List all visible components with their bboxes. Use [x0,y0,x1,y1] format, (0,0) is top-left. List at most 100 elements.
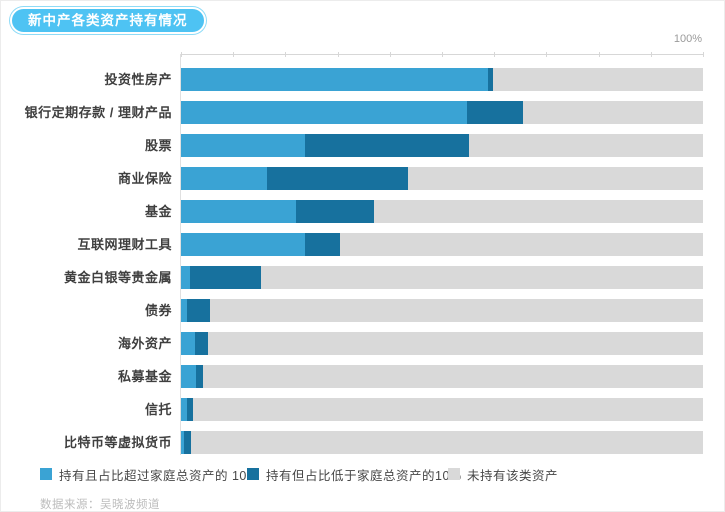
bar-segment-held-under-10pct [195,332,209,355]
bar-segment-held-over-10pct [181,200,296,223]
legend-label: 未持有该类资产 [467,468,559,483]
legend-swatch-icon [448,468,460,480]
bar-segment-not-held [469,134,703,157]
axis-tick [650,52,652,57]
bar-segment-held-under-10pct [305,134,470,157]
bar-segment-held-over-10pct [181,68,488,91]
bar-segment-held-over-10pct [181,167,267,190]
bar-segment-held-over-10pct [181,431,185,454]
stacked-bar [181,365,703,388]
legend-label: 持有且占比超过家庭总资产的 10% [59,468,259,483]
category-label: 基金 [144,204,172,219]
category-label: 债券 [144,303,172,318]
bar-segment-held-under-10pct [184,431,192,454]
bar-segment-held-over-10pct [181,134,306,157]
stacked-bar [181,431,703,454]
y-axis [180,54,181,455]
chart-row: 海外资产 [0,332,725,355]
bar-segment-held-over-10pct [181,266,190,289]
bar-segment-not-held [373,200,703,223]
category-label: 投资性房产 [104,72,172,87]
axis-tick [703,52,704,57]
stacked-bar [181,299,703,322]
legend-swatch-icon [40,468,52,480]
bar-segment-held-over-10pct [181,299,187,322]
bar-segment-not-held [192,398,703,421]
legend-item-held-under-10pct: 持有但占比低于家庭总资产的10% [247,466,462,483]
bar-segment-held-under-10pct [487,68,494,91]
chart-row: 黄金白银等贵金属 [0,266,725,289]
bar-segment-held-under-10pct [295,200,374,223]
axis-tick [337,52,339,57]
bar-segment-not-held [203,365,703,388]
stacked-bar [181,332,703,355]
axis-tick [546,52,548,57]
category-label: 黄金白银等贵金属 [63,270,172,285]
bar-segment-held-over-10pct [181,365,197,388]
axis-tick [598,52,600,57]
bar-segment-held-under-10pct [266,167,408,190]
category-label: 信托 [144,402,172,417]
legend-label: 持有但占比低于家庭总资产的10% [266,468,462,483]
data-source-text: 数据来源：吴晓波频道 [40,499,160,511]
bar-segment-not-held [340,233,703,256]
chart-title: 新中产各类资产持有情况 [28,13,188,28]
axis-tick [181,52,182,57]
bar-segment-held-under-10pct [186,299,210,322]
bar-segment-not-held [191,431,703,454]
legend: 持有且占比超过家庭总资产的 10% 持有但占比低于家庭总资产的10% 未持有该类资产 [0,466,725,483]
stacked-bar [181,134,703,157]
chart-row: 债券 [0,299,725,322]
bar-segment-held-under-10pct [305,233,341,256]
bar-segment-held-over-10pct [181,233,306,256]
category-label: 商业保险 [117,171,172,186]
legend-swatch-icon [247,468,259,480]
bar-segment-held-over-10pct [181,398,187,421]
chart-row: 银行定期存款 / 理财产品 [0,101,725,124]
stacked-bar [181,398,703,421]
chart-row: 商业保险 [0,167,725,190]
bar-segment-not-held [493,68,703,91]
legend-item-not-held: 未持有该类资产 [448,466,559,483]
bar-segment-held-under-10pct [186,398,193,421]
axis-tick [285,52,287,57]
category-label: 股票 [144,138,172,153]
chart-row: 投资性房产 [0,68,725,91]
category-label: 比特币等虚拟货币 [63,435,172,450]
stacked-bar [181,200,703,223]
bar-segment-not-held [260,266,703,289]
axis-tick [389,52,391,57]
bar-segment-not-held [407,167,703,190]
stacked-bar [181,167,703,190]
stacked-bar [181,266,703,289]
category-label: 银行定期存款 / 理财产品 [24,105,172,120]
bar-segment-held-under-10pct [196,365,204,388]
chart-row: 比特币等虚拟货币 [0,431,725,454]
axis-tick [233,52,235,57]
chart-row: 互联网理财工具 [0,233,725,256]
axis-tick [442,52,443,57]
category-label: 私募基金 [117,369,172,384]
chart-title-badge: 新中产各类资产持有情况 [10,7,206,34]
bar-segment-held-under-10pct [189,266,261,289]
bar-segment-not-held [522,101,703,124]
chart-row: 私募基金 [0,365,725,388]
category-label: 互联网理财工具 [77,237,172,252]
chart-row: 股票 [0,134,725,157]
stacked-bar [181,233,703,256]
chart-row: 基金 [0,200,725,223]
x-axis [181,52,704,57]
category-label: 海外资产 [117,336,172,351]
bar-segment-not-held [209,299,703,322]
stacked-bar [181,101,703,124]
bar-segment-held-over-10pct [181,101,467,124]
bar-segment-not-held [208,332,703,355]
bar-segment-held-under-10pct [466,101,523,124]
axis-tick [494,52,496,57]
legend-item-held-over-10pct: 持有且占比超过家庭总资产的 10% [40,466,259,483]
stacked-bar [181,68,703,91]
bar-segment-held-over-10pct [181,332,196,355]
chart-row: 信托 [0,398,725,421]
axis-max-label: 100% [673,33,702,45]
